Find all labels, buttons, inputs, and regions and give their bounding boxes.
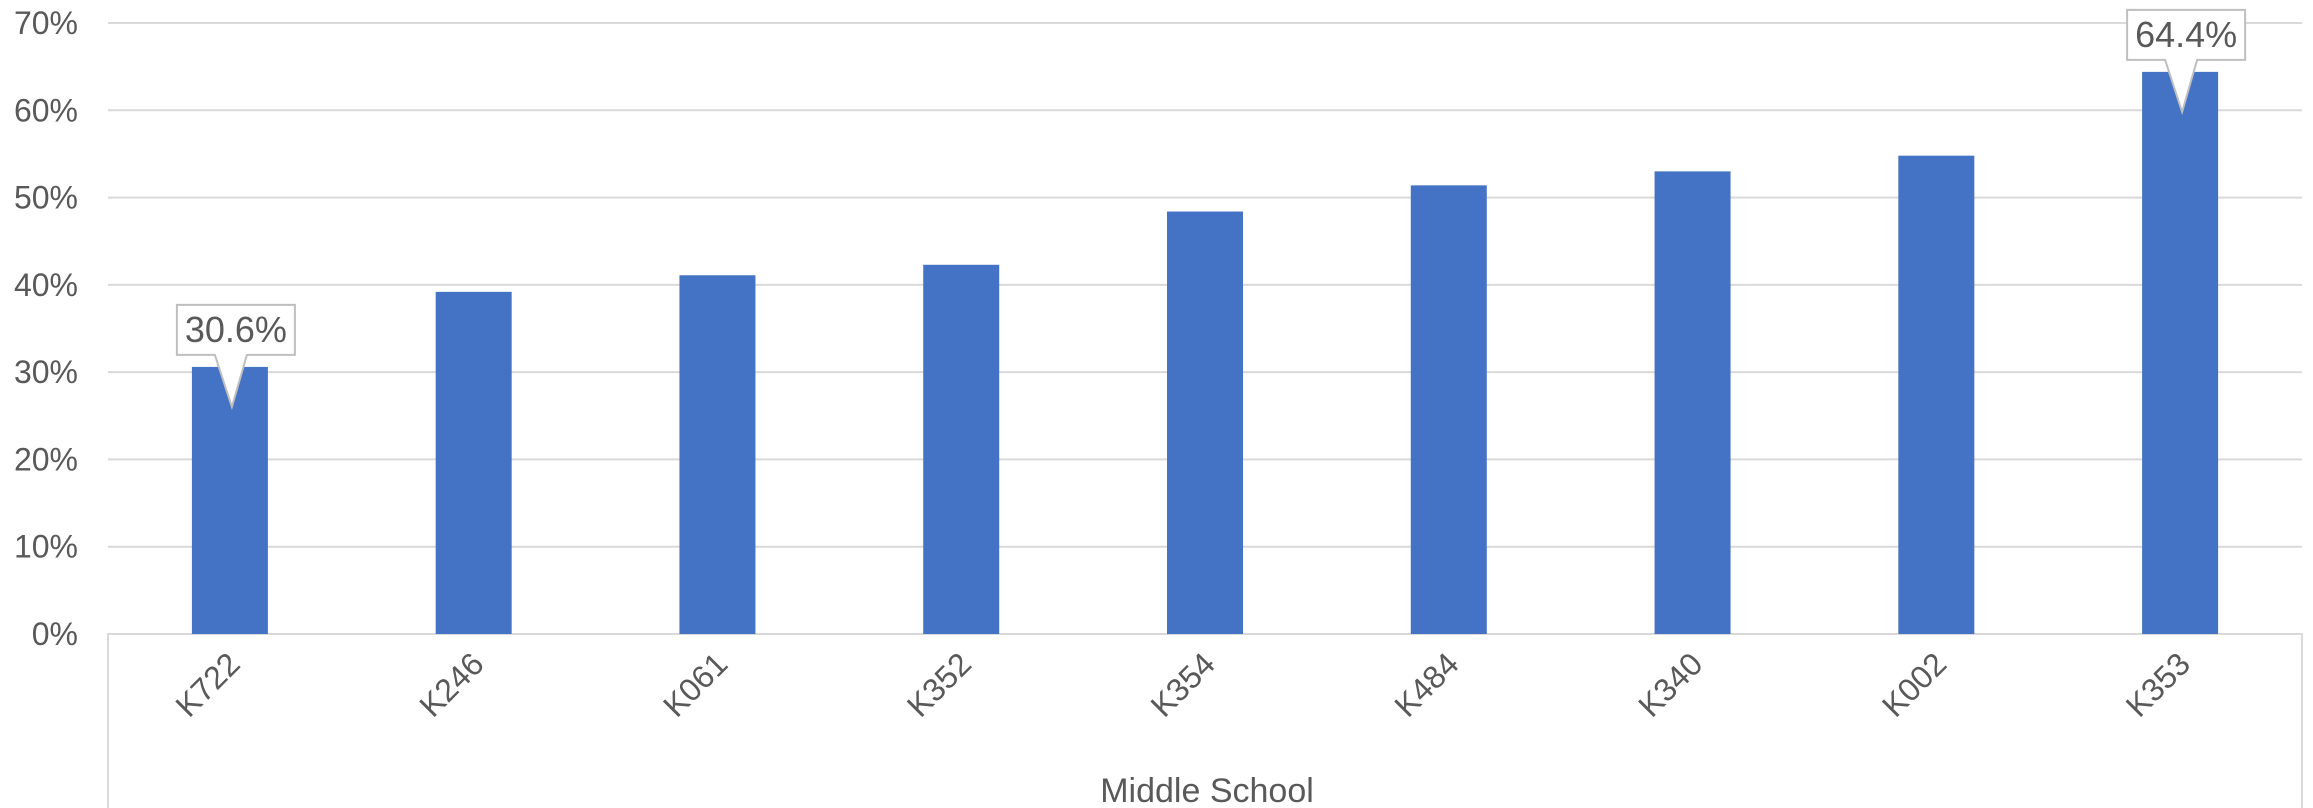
y-tick-label: 10% [14,529,78,565]
y-tick-label: 20% [14,441,78,477]
x-tick-label: K246 [412,645,490,723]
data-callouts: 30.6% 64.4% [175,8,2247,411]
data-label: 64.4% [2135,14,2237,55]
y-tick-label: 40% [14,267,78,303]
x-tick-label: K340 [1631,645,1709,723]
x-axis-tick-labels: K722 K246 K061 K352 K354 K484 K340 K002 K353 [169,645,2198,723]
x-tick-label: K061 [656,645,734,723]
x-tick-label: K353 [2119,645,2197,723]
x-tick-label: K354 [1144,645,1222,723]
callout-box [175,303,296,411]
y-tick-label: 50% [14,180,78,216]
bar-k352 [923,264,1000,634]
x-axis-title: Middle School [1100,772,1314,808]
y-tick-label: 30% [14,354,78,390]
bar-k484 [1410,185,1487,634]
x-tick-label: K484 [1387,645,1465,723]
y-tick-label: 60% [14,92,78,128]
bar-k061 [679,275,756,634]
x-tick-label: K002 [1875,645,1953,723]
x-tick-label: K352 [900,645,978,723]
bar-k246 [435,291,512,634]
bar-k340 [1654,171,1731,634]
bar-k353 [2142,71,2219,634]
bar-k354 [1167,211,1243,634]
callout-box [2126,8,2247,116]
y-tick-label: 70% [14,5,78,41]
bar-k002 [1898,155,1975,634]
bars [191,71,2219,634]
x-tick-label: K722 [169,645,247,723]
bar-k722 [191,366,268,634]
y-tick-label: 0% [32,616,78,652]
data-label: 30.6% [185,309,287,350]
callout-k353: 64.4% [2126,8,2247,116]
y-axis-tick-labels: 0% 10% 20% 30% 40% 50% 60% 70% [14,5,78,652]
callout-k722: 30.6% [175,303,296,411]
